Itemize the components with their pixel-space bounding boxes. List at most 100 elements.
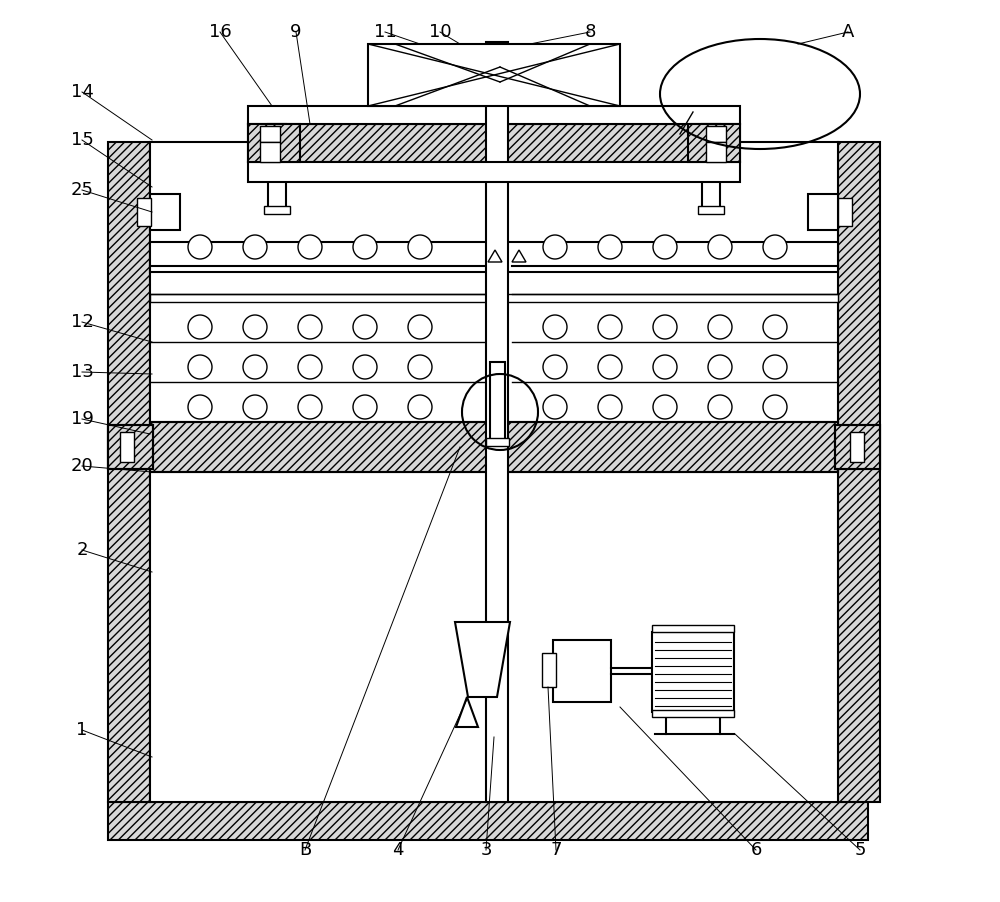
Bar: [108, 802, 868, 840]
Circle shape: [298, 395, 322, 419]
Bar: [150, 422, 838, 472]
Bar: [150, 242, 838, 272]
Circle shape: [708, 395, 732, 419]
Circle shape: [763, 355, 787, 379]
Circle shape: [543, 315, 567, 339]
Polygon shape: [488, 250, 502, 262]
Bar: [702, 124, 720, 212]
Text: 4: 4: [392, 841, 404, 859]
Bar: [108, 142, 150, 802]
Circle shape: [653, 395, 677, 419]
Text: 2: 2: [76, 541, 88, 559]
Bar: [706, 126, 726, 142]
Polygon shape: [512, 250, 526, 262]
Bar: [120, 432, 134, 462]
Circle shape: [243, 235, 267, 259]
Bar: [835, 425, 880, 469]
Circle shape: [543, 355, 567, 379]
Bar: [248, 106, 740, 124]
Circle shape: [543, 235, 567, 259]
Bar: [248, 162, 740, 182]
Text: 12: 12: [71, 313, 93, 331]
Bar: [264, 206, 290, 214]
Circle shape: [243, 395, 267, 419]
Bar: [850, 432, 864, 462]
Circle shape: [243, 315, 267, 339]
Circle shape: [598, 355, 622, 379]
Bar: [835, 425, 880, 469]
Bar: [368, 44, 620, 106]
Circle shape: [353, 395, 377, 419]
Bar: [698, 206, 724, 214]
Circle shape: [298, 235, 322, 259]
Circle shape: [298, 355, 322, 379]
Text: 16: 16: [209, 23, 231, 41]
Bar: [808, 194, 838, 230]
Bar: [150, 142, 838, 802]
Text: 3: 3: [480, 841, 492, 859]
Circle shape: [188, 235, 212, 259]
Bar: [150, 294, 838, 302]
Bar: [838, 198, 852, 226]
Text: 25: 25: [70, 181, 94, 199]
Circle shape: [188, 315, 212, 339]
Text: B: B: [299, 841, 311, 859]
Circle shape: [188, 355, 212, 379]
Circle shape: [408, 395, 432, 419]
Text: 13: 13: [71, 363, 93, 381]
Bar: [542, 653, 556, 687]
Bar: [706, 142, 726, 162]
Text: 14: 14: [71, 83, 93, 101]
Circle shape: [353, 355, 377, 379]
Circle shape: [243, 355, 267, 379]
Polygon shape: [456, 697, 478, 727]
Circle shape: [653, 355, 677, 379]
Circle shape: [598, 235, 622, 259]
Text: 1: 1: [76, 721, 88, 739]
Text: 11: 11: [374, 23, 396, 41]
Text: 15: 15: [71, 131, 93, 149]
Text: 7: 7: [550, 841, 562, 859]
Bar: [260, 142, 280, 162]
Bar: [486, 438, 509, 446]
Bar: [248, 124, 300, 162]
Bar: [490, 362, 505, 442]
Circle shape: [598, 315, 622, 339]
Circle shape: [298, 315, 322, 339]
Bar: [688, 124, 740, 162]
Text: 8: 8: [584, 23, 596, 41]
Circle shape: [543, 395, 567, 419]
Circle shape: [763, 395, 787, 419]
Bar: [268, 124, 286, 212]
Circle shape: [708, 355, 732, 379]
Bar: [652, 632, 734, 712]
Circle shape: [408, 355, 432, 379]
Text: 20: 20: [71, 457, 93, 475]
Circle shape: [188, 395, 212, 419]
Bar: [553, 640, 611, 702]
Circle shape: [708, 315, 732, 339]
Circle shape: [763, 315, 787, 339]
Circle shape: [353, 235, 377, 259]
Circle shape: [408, 235, 432, 259]
Bar: [248, 124, 740, 162]
Circle shape: [408, 315, 432, 339]
Bar: [108, 425, 153, 469]
Text: 5: 5: [854, 841, 866, 859]
Text: 10: 10: [429, 23, 451, 41]
Bar: [652, 625, 734, 632]
Circle shape: [598, 395, 622, 419]
Bar: [260, 126, 280, 142]
Bar: [838, 142, 880, 802]
Bar: [486, 42, 508, 802]
Bar: [137, 198, 151, 226]
Bar: [150, 194, 180, 230]
Bar: [108, 425, 153, 469]
Bar: [652, 710, 734, 717]
Text: A: A: [842, 23, 854, 41]
Polygon shape: [455, 622, 510, 697]
Text: 19: 19: [71, 410, 93, 428]
Circle shape: [353, 315, 377, 339]
Text: 9: 9: [290, 23, 302, 41]
Circle shape: [653, 235, 677, 259]
